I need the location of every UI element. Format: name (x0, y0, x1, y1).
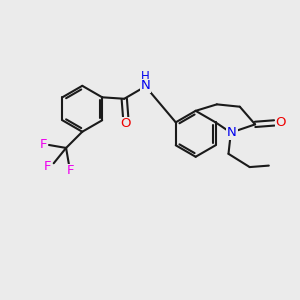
Text: H: H (141, 70, 150, 83)
Text: F: F (67, 164, 74, 177)
Text: F: F (40, 139, 47, 152)
Text: N: N (227, 126, 237, 140)
Text: O: O (121, 117, 131, 130)
Text: N: N (141, 79, 150, 92)
Text: O: O (275, 116, 286, 129)
Text: F: F (44, 160, 51, 173)
